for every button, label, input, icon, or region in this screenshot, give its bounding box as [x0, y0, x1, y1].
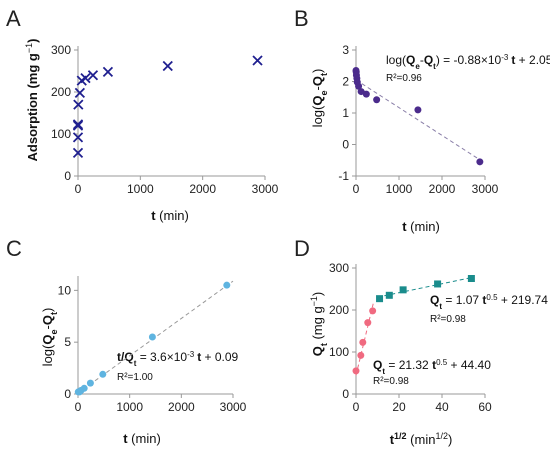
- y-tick-label-b: 3: [342, 43, 349, 57]
- x-tick-label-a: 0: [75, 182, 82, 196]
- data-point-b: [362, 90, 370, 98]
- data-point-d-1: [376, 295, 384, 303]
- x-axis-title-d: t1/2 (min1/2): [390, 431, 453, 447]
- panel-letter-b: B: [294, 6, 309, 31]
- data-point-d-1: [467, 275, 475, 282]
- y-tick-label-d: 100: [329, 345, 349, 359]
- panel-letter-a: A: [6, 6, 21, 31]
- data-point-d-0: [352, 367, 360, 375]
- data-point-d-1: [399, 286, 407, 294]
- x-tick-label-b: 0: [353, 182, 360, 196]
- panel-a: A Adsorption (mg g−1) t (min): [6, 6, 189, 223]
- y-tick-label-c: 10: [58, 283, 72, 297]
- data-point-d-0: [359, 338, 367, 346]
- r-squared-d-upper: R²=0.98: [430, 314, 466, 325]
- series-d: [352, 275, 475, 376]
- x-tick-label-b: 1000: [386, 182, 413, 196]
- data-point-a: [72, 132, 84, 143]
- y-tick-label-b: -1: [338, 169, 349, 183]
- data-point-a: [73, 99, 84, 110]
- equation-d-upper: Qt = 1.07 t0.5 + 219.74: [430, 293, 548, 311]
- fit-line-d-1: [377, 276, 475, 298]
- data-point-d-0: [357, 351, 365, 359]
- y-tick-label-b: 1: [342, 106, 349, 120]
- data-point-a: [87, 70, 99, 81]
- axes-b: 0 1000 2000 3000 -1 0 1 2 3: [338, 43, 498, 196]
- x-tick-label-d: 0: [353, 400, 360, 414]
- data-point-d-0: [369, 307, 377, 315]
- data-point-a: [162, 60, 173, 72]
- y-tick-label-a: 0: [64, 169, 71, 183]
- y-axis-title-a: Adsorption (mg g−1): [24, 39, 40, 162]
- series-a: [72, 55, 263, 159]
- x-tick-label-d: 20: [392, 400, 406, 414]
- x-axis-title-a: t (min): [151, 208, 189, 223]
- x-tick-label-d: 60: [478, 400, 492, 414]
- x-tick-label-d: 40: [435, 400, 449, 414]
- panel-letter-d: D: [294, 236, 310, 261]
- x-tick-label-c: 3000: [220, 400, 247, 414]
- x-axis-title-b: t (min): [402, 219, 440, 234]
- y-axis-title-d: Qt (mg g−1): [309, 292, 329, 357]
- data-point-d-1: [385, 291, 393, 299]
- equation-c: t/Qt = 3.6×10-3 t + 0.09: [117, 350, 239, 368]
- y-tick-label-d: 300: [329, 261, 349, 275]
- y-tick-label-b: 0: [342, 138, 349, 152]
- x-tick-label-c: 0: [75, 400, 82, 414]
- y-axis-title-b: log(Qe-Qt): [310, 69, 329, 128]
- x-tick-label-b: 3000: [472, 182, 499, 196]
- data-point-b: [414, 106, 422, 114]
- y-tick-label-d: 0: [342, 387, 349, 401]
- data-point-c: [148, 333, 156, 341]
- data-point-a: [72, 147, 84, 159]
- panel-c: C log(Qe-Qt) t (min) t/Qt = 3.6×10-3 t + …: [6, 236, 239, 446]
- equation-b: log(Qe-Qt) = -0.88×10-3 t + 2.05: [386, 53, 550, 71]
- data-point-a: [74, 87, 86, 98]
- x-tick-label-c: 2000: [168, 400, 195, 414]
- data-point-a: [72, 119, 84, 130]
- r-squared-d-lower: R²=0.98: [373, 376, 409, 387]
- fit-line-b: [355, 79, 486, 164]
- axes-c: 0 1000 2000 3000 0 5 10: [58, 276, 247, 414]
- panel-b: B log(Qe-Qt) t (min) log(Qe-Qt) = -0.88×…: [294, 6, 550, 234]
- x-tick-label-a: 1000: [127, 182, 154, 196]
- y-tick-label-c: 5: [64, 335, 71, 349]
- equation-d-lower: Qt = 21.32 t0.5 + 44.40: [373, 358, 491, 376]
- panel-letter-c: C: [6, 236, 22, 261]
- y-tick-label-c: 0: [64, 387, 71, 401]
- data-point-c: [223, 281, 231, 289]
- data-point-b: [373, 96, 381, 104]
- data-point-d-0: [364, 319, 372, 327]
- x-tick-label-c: 1000: [116, 400, 143, 414]
- y-tick-label-b: 2: [342, 75, 349, 89]
- data-point-b: [476, 158, 484, 166]
- y-tick-label-a: 100: [51, 127, 71, 141]
- x-tick-label-b: 2000: [429, 182, 456, 196]
- y-axis-title-c: log(Qe-Qt): [40, 308, 59, 367]
- y-tick-label-a: 200: [51, 85, 71, 99]
- panel-d: D Qt (mg g−1) t1/2 (min1/2) Qt = 1.07 t0…: [294, 236, 548, 447]
- x-tick-label-a: 2000: [189, 182, 216, 196]
- data-point-a: [80, 73, 91, 84]
- data-point-c: [86, 379, 94, 387]
- data-point-c: [80, 384, 88, 392]
- series-c: [74, 280, 234, 396]
- y-tick-label-d: 200: [329, 303, 349, 317]
- axes-d: 0 20 40 60 0 100 200 300: [329, 261, 492, 414]
- data-point-a: [252, 55, 263, 66]
- axes-a: 0 1000 2000 3000 0 100 200 300: [51, 43, 279, 196]
- r-squared-b: R²=0.96: [386, 73, 422, 84]
- x-tick-label-a: 3000: [252, 182, 279, 196]
- data-point-c: [99, 370, 107, 378]
- x-axis-title-c: t (min): [123, 431, 161, 446]
- data-point-d-1: [434, 280, 442, 288]
- y-tick-label-a: 300: [51, 43, 71, 57]
- r-squared-c: R²=1.00: [117, 372, 153, 383]
- data-point-b: [355, 82, 363, 90]
- data-point-a: [102, 66, 114, 77]
- series-b: [352, 66, 486, 166]
